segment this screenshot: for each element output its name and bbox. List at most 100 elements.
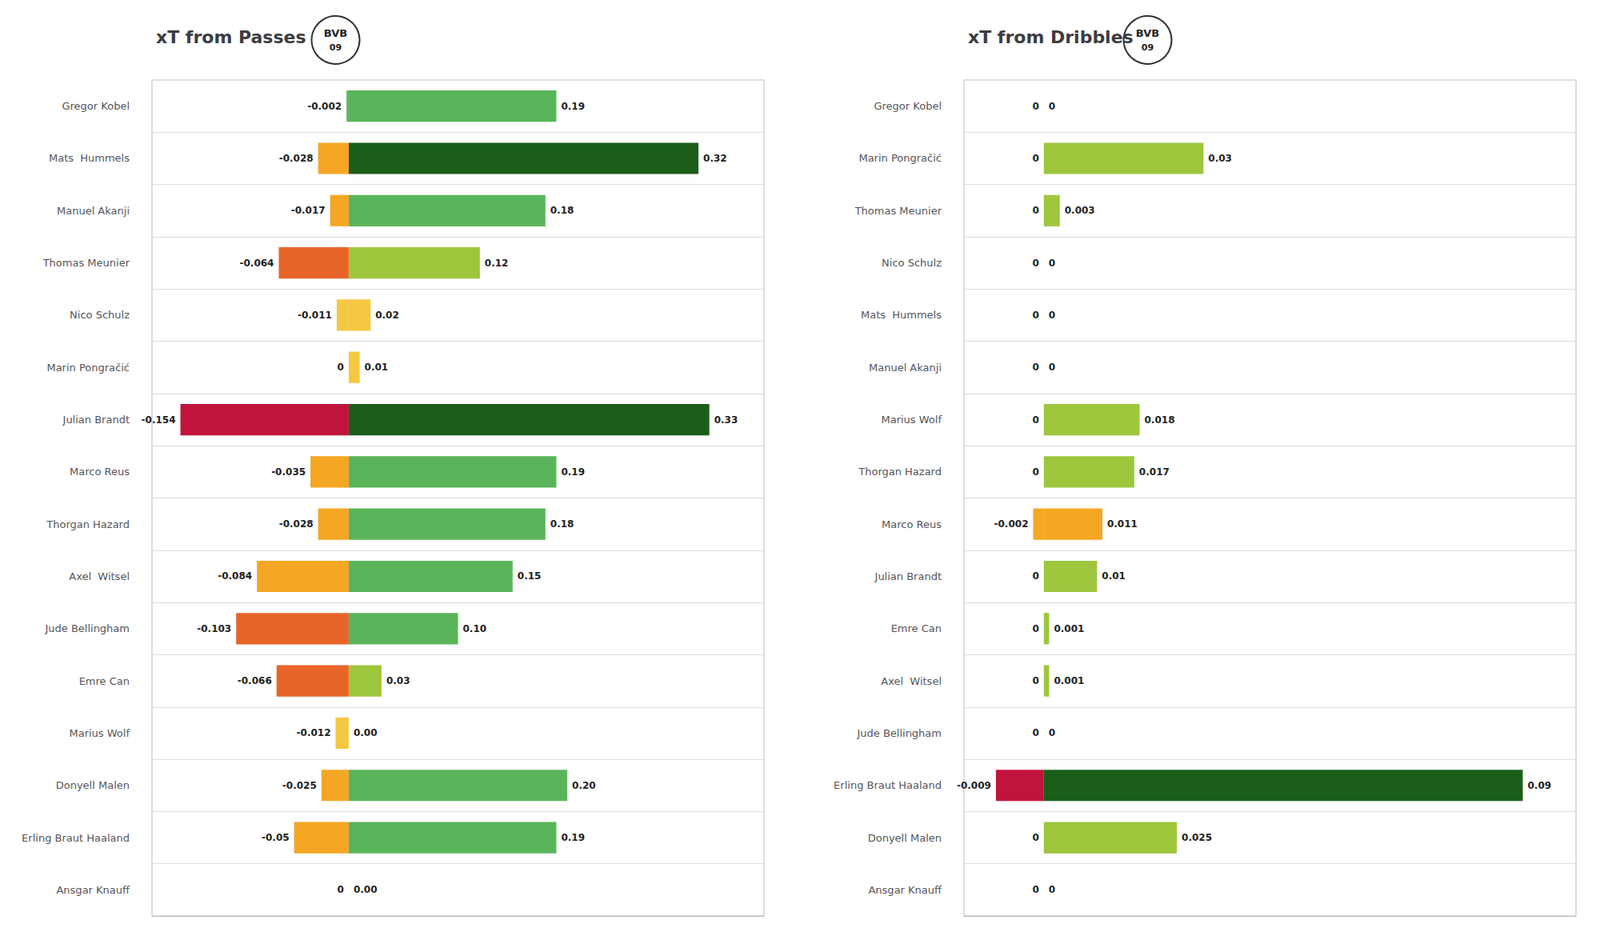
svg-text:0.19: 0.19 <box>560 100 585 112</box>
svg-text:0: 0 <box>1032 570 1039 582</box>
svg-text:Thomas Meunier: Thomas Meunier <box>854 204 943 217</box>
svg-text:Ansgar Knauff: Ansgar Knauff <box>56 884 131 896</box>
svg-text:0: 0 <box>1048 257 1056 269</box>
svg-text:0.03: 0.03 <box>386 675 411 687</box>
svg-text:Marin Pongračić: Marin Pongračić <box>46 361 130 374</box>
svg-text:Marius Wolf: Marius Wolf <box>68 727 130 740</box>
svg-text:0.02: 0.02 <box>375 309 400 321</box>
svg-text:Marius Wolf: Marius Wolf <box>880 413 942 426</box>
svg-text:Nico Schulz: Nico Schulz <box>881 256 942 269</box>
svg-text:0: 0 <box>1032 623 1039 635</box>
svg-text:0: 0 <box>1032 832 1039 844</box>
svg-text:0: 0 <box>1032 361 1039 373</box>
svg-text:Erling Braut Haaland: Erling Braut Haaland <box>833 779 942 792</box>
svg-text:0.01: 0.01 <box>1101 570 1126 582</box>
svg-text:0: 0 <box>1032 100 1039 112</box>
svg-text:0: 0 <box>337 884 344 896</box>
svg-text:0.15: 0.15 <box>517 570 542 582</box>
svg-text:0: 0 <box>1048 309 1056 321</box>
svg-text:Marin Pongračić: Marin Pongračić <box>858 152 942 164</box>
svg-text:Nico Schulz: Nico Schulz <box>69 308 130 321</box>
svg-text:0.025: 0.025 <box>1181 832 1212 844</box>
svg-text:09: 09 <box>329 42 342 53</box>
svg-text:0.001: 0.001 <box>1053 623 1084 635</box>
svg-text:Thorgan Hazard: Thorgan Hazard <box>857 465 942 478</box>
svg-text:0: 0 <box>1048 361 1056 373</box>
svg-text:0: 0 <box>1032 152 1039 164</box>
svg-text:0.01: 0.01 <box>364 361 389 373</box>
svg-text:Marco Reus: Marco Reus <box>881 518 942 531</box>
svg-text:0.017: 0.017 <box>1139 466 1170 478</box>
svg-text:Axel Witsel: Axel Witsel <box>880 675 942 688</box>
svg-text:-0.154: -0.154 <box>141 414 176 426</box>
svg-text:xT from Passes: xT from Passes <box>156 27 307 48</box>
svg-text:0: 0 <box>1032 727 1039 739</box>
svg-text:Julian Brandt: Julian Brandt <box>874 570 942 583</box>
svg-text:Ansgar Knauff: Ansgar Knauff <box>868 884 943 896</box>
svg-text:0: 0 <box>1048 100 1056 112</box>
svg-text:-0.066: -0.066 <box>237 675 272 687</box>
svg-text:0.12: 0.12 <box>484 257 509 269</box>
svg-text:Thorgan Hazard: Thorgan Hazard <box>45 518 130 531</box>
svg-text:0.33: 0.33 <box>714 414 739 426</box>
svg-text:Thomas Meunier: Thomas Meunier <box>42 256 131 269</box>
svg-text:-0.084: -0.084 <box>217 570 252 582</box>
svg-text:-0.028: -0.028 <box>279 152 314 164</box>
svg-text:-0.025: -0.025 <box>282 780 317 792</box>
svg-text:0.18: 0.18 <box>550 204 575 216</box>
svg-text:Jude Bellingham: Jude Bellingham <box>44 622 130 635</box>
svg-text:-0.009: -0.009 <box>956 780 992 792</box>
svg-text:0: 0 <box>1048 727 1056 739</box>
svg-text:Marco Reus: Marco Reus <box>69 465 130 478</box>
svg-text:Donyell Malen: Donyell Malen <box>868 832 942 844</box>
svg-text:0.09: 0.09 <box>1527 780 1552 792</box>
svg-text:Donyell Malen: Donyell Malen <box>56 779 130 792</box>
svg-text:-0.002: -0.002 <box>307 100 342 112</box>
svg-text:-0.012: -0.012 <box>296 727 332 739</box>
svg-text:0: 0 <box>1048 884 1056 896</box>
svg-text:Manuel Akanji: Manuel Akanji <box>868 361 942 374</box>
svg-text:Mats Hummels: Mats Hummels <box>48 152 130 164</box>
svg-text:Emre Can: Emre Can <box>79 675 130 688</box>
svg-text:0.10: 0.10 <box>463 623 488 635</box>
svg-text:Erling Braut Haaland: Erling Braut Haaland <box>21 832 130 844</box>
svg-text:-0.028: -0.028 <box>279 518 314 530</box>
svg-text:0: 0 <box>1032 309 1039 321</box>
svg-text:0.19: 0.19 <box>560 832 585 844</box>
svg-text:09: 09 <box>1141 42 1154 53</box>
svg-text:0.001: 0.001 <box>1053 675 1084 687</box>
svg-text:0.18: 0.18 <box>550 518 575 530</box>
svg-text:0.19: 0.19 <box>560 466 585 478</box>
svg-text:-0.05: -0.05 <box>261 832 290 844</box>
svg-text:0: 0 <box>337 361 344 373</box>
svg-text:0.018: 0.018 <box>1144 414 1176 426</box>
svg-text:0: 0 <box>1032 884 1039 896</box>
svg-text:xT from Dribbles: xT from Dribbles <box>968 27 1134 48</box>
svg-text:0.003: 0.003 <box>1064 204 1096 216</box>
svg-text:0.011: 0.011 <box>1107 518 1138 530</box>
svg-text:Jude Bellingham: Jude Bellingham <box>856 727 942 740</box>
svg-text:0: 0 <box>1032 204 1039 216</box>
svg-text:Manuel Akanji: Manuel Akanji <box>56 204 130 217</box>
svg-text:0: 0 <box>1032 414 1039 426</box>
svg-text:0: 0 <box>1032 675 1039 687</box>
svg-text:0.00: 0.00 <box>353 727 378 739</box>
svg-text:-0.035: -0.035 <box>271 466 306 478</box>
svg-text:0: 0 <box>1032 257 1039 269</box>
svg-text:Gregor Kobel: Gregor Kobel <box>61 100 130 112</box>
svg-text:Gregor Kobel: Gregor Kobel <box>873 100 942 112</box>
svg-text:-0.103: -0.103 <box>196 623 232 635</box>
svg-text:0.00: 0.00 <box>353 884 378 896</box>
svg-text:BVB: BVB <box>324 27 348 40</box>
svg-text:0.03: 0.03 <box>1208 152 1232 164</box>
svg-text:0: 0 <box>1032 466 1039 478</box>
svg-text:Mats Hummels: Mats Hummels <box>860 308 942 321</box>
svg-text:-0.064: -0.064 <box>240 257 275 269</box>
svg-text:Emre Can: Emre Can <box>891 622 942 635</box>
svg-text:Axel Witsel: Axel Witsel <box>68 570 130 583</box>
svg-text:0.32: 0.32 <box>703 152 728 164</box>
svg-text:-0.011: -0.011 <box>297 309 332 321</box>
svg-text:BVB: BVB <box>1136 27 1160 40</box>
svg-text:0.20: 0.20 <box>572 780 596 792</box>
svg-text:Julian Brandt: Julian Brandt <box>62 413 130 426</box>
